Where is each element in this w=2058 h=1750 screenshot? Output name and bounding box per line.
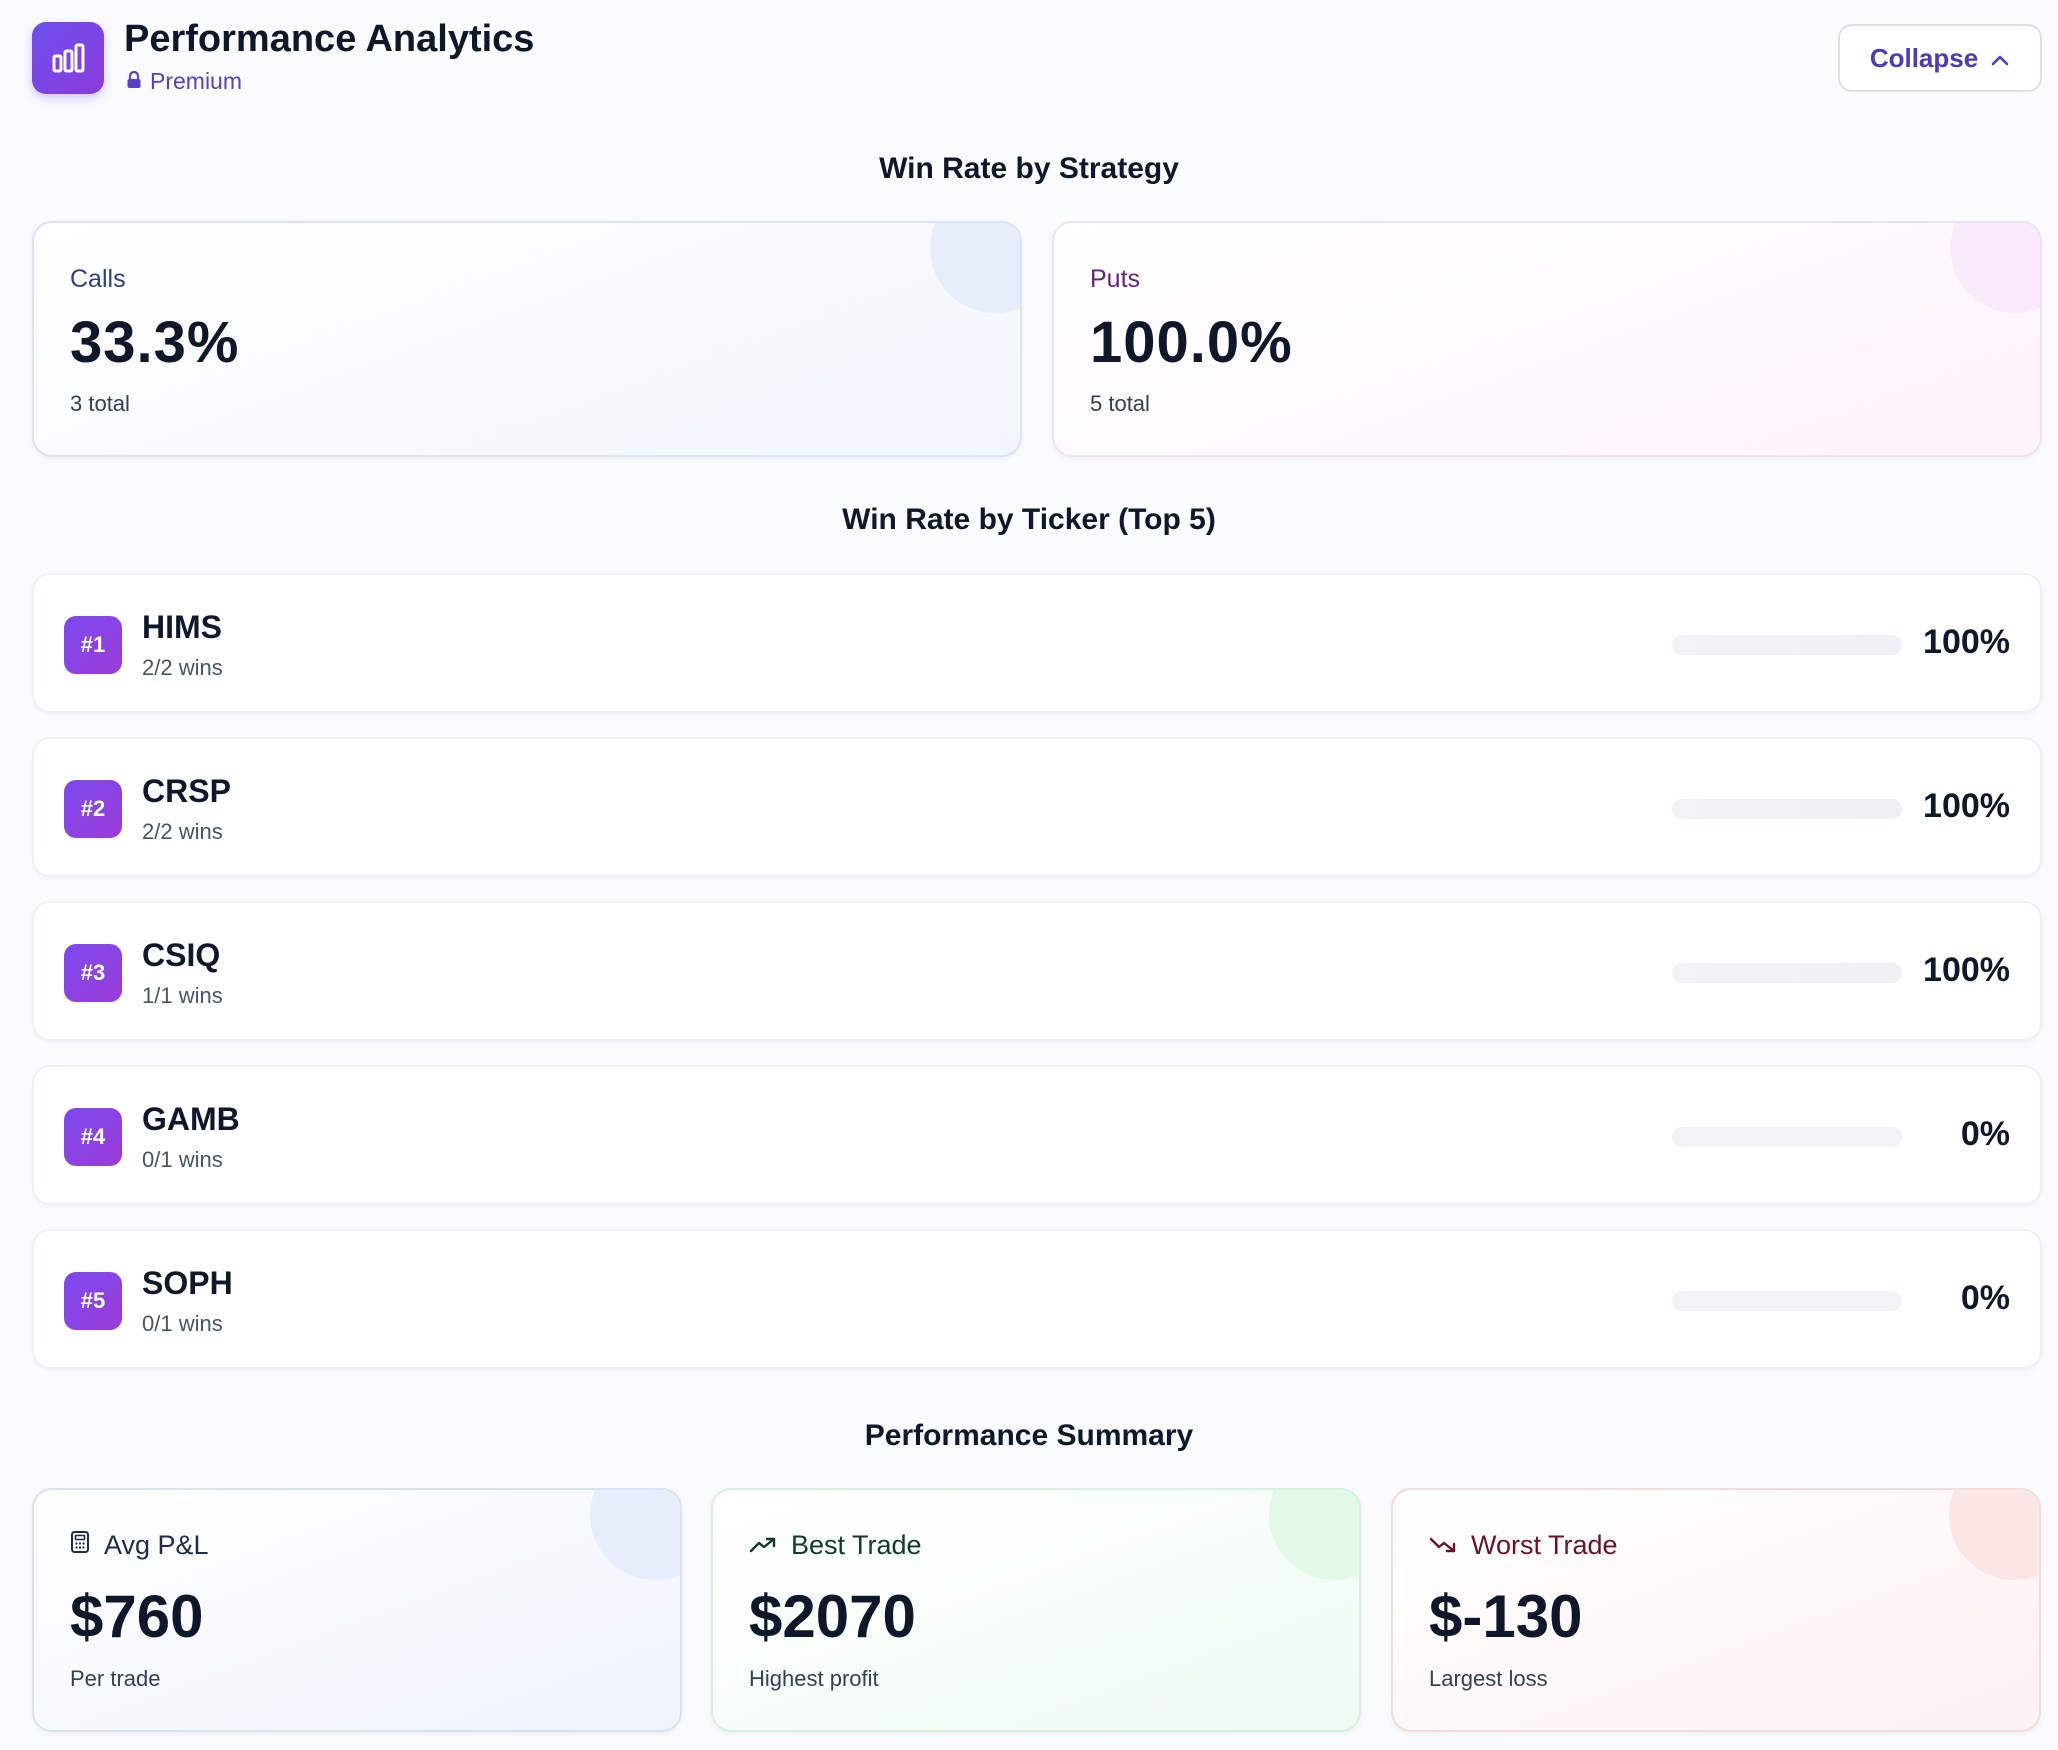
summary-card-avg-pnl: Avg P&L $760 Per trade — [32, 1488, 682, 1732]
ticker-symbol: CSIQ — [142, 937, 221, 973]
summary-value: $-130 — [1429, 1583, 1583, 1650]
ticker-wins: 2/2 wins — [142, 819, 223, 844]
summary-value: $760 — [70, 1583, 204, 1650]
ticker-symbol: SOPH — [142, 1265, 233, 1301]
ticker-wins: 0/1 wins — [142, 1147, 223, 1172]
summary-sub: Largest loss — [1429, 1666, 1548, 1691]
bar-chart-icon — [32, 22, 104, 94]
ticker-row: #4 GAMB 0/1 wins 0% — [32, 1065, 2042, 1205]
win-rate-bar — [1672, 963, 1902, 983]
ticker-win-rate: 100% — [1923, 787, 2010, 825]
premium-label: Premium — [150, 68, 243, 94]
trending-down-icon — [1429, 1530, 1457, 1561]
collapse-button[interactable]: Collapse — [1838, 24, 2042, 92]
ticker-wins: 2/2 wins — [142, 655, 223, 680]
ticker-row: #2 CRSP 2/2 wins 100% — [32, 737, 2042, 877]
ticker-win-rate: 100% — [1923, 951, 2010, 989]
win-rate-bar — [1672, 1127, 1902, 1147]
strategy-win-rate: 33.3% — [70, 310, 240, 375]
lock-icon — [126, 68, 142, 95]
summary-label: Best Trade — [749, 1530, 922, 1561]
ticker-wins: 1/1 wins — [142, 983, 223, 1008]
summary-label: Avg P&L — [70, 1530, 209, 1561]
rank-badge: #3 — [64, 944, 122, 1002]
win-rate-bar — [1672, 1291, 1902, 1311]
win-rate-bar — [1672, 635, 1902, 655]
strategy-card-puts: Puts 100.0% 5 total — [1052, 221, 2042, 457]
decorative-blob — [1949, 1490, 2039, 1580]
rank-badge: #2 — [64, 780, 122, 838]
summary-section-title: Performance Summary — [864, 1419, 1194, 1452]
decorative-blob — [930, 223, 1020, 313]
trending-up-icon — [749, 1530, 777, 1561]
calculator-icon — [70, 1530, 90, 1561]
ticker-win-rate: 100% — [1923, 623, 2010, 661]
collapse-label: Collapse — [1869, 42, 1979, 73]
strategy-section-title: Win Rate by Strategy — [879, 152, 1179, 185]
decorative-blob — [1950, 223, 2040, 313]
ticker-wins: 0/1 wins — [142, 1311, 223, 1336]
summary-value: $2070 — [749, 1583, 916, 1650]
strategy-label: Calls — [70, 265, 126, 293]
chevron-up-icon — [1990, 43, 2010, 74]
strategy-total: 3 total — [70, 391, 130, 416]
win-rate-bar-fill — [1672, 635, 1902, 655]
page-title: Performance Analytics — [124, 18, 535, 60]
strategy-card-calls: Calls 33.3% 3 total — [32, 221, 1022, 457]
ticker-win-rate: 0% — [1960, 1115, 2010, 1153]
summary-sub: Per trade — [70, 1666, 161, 1691]
summary-label: Worst Trade — [1429, 1530, 1618, 1561]
strategy-label: Puts — [1090, 265, 1141, 293]
premium-badge: Premium — [126, 68, 242, 95]
strategy-win-rate: 100.0% — [1090, 310, 1293, 375]
ticker-win-rate: 0% — [1960, 1279, 2010, 1317]
win-rate-bar — [1672, 799, 1902, 819]
summary-label-text: Avg P&L — [104, 1530, 209, 1560]
strategy-total: 5 total — [1090, 391, 1150, 416]
rank-badge: #5 — [64, 1272, 122, 1330]
ticker-section-title: Win Rate by Ticker (Top 5) — [842, 503, 1216, 536]
summary-label-text: Best Trade — [791, 1530, 922, 1560]
summary-card-best-trade: Best Trade $2070 Highest profit — [711, 1488, 1361, 1732]
ticker-row: #1 HIMS 2/2 wins 100% — [32, 573, 2042, 713]
ticker-row: #3 CSIQ 1/1 wins 100% — [32, 901, 2042, 1041]
summary-card-worst-trade: Worst Trade $-130 Largest loss — [1391, 1488, 2041, 1732]
decorative-blob — [1269, 1490, 1359, 1580]
ticker-symbol: CRSP — [142, 773, 231, 809]
win-rate-bar-fill — [1672, 963, 1902, 983]
rank-badge: #1 — [64, 616, 122, 674]
rank-badge: #4 — [64, 1108, 122, 1166]
win-rate-bar-fill — [1672, 799, 1902, 819]
ticker-symbol: GAMB — [142, 1101, 240, 1137]
ticker-row: #5 SOPH 0/1 wins 0% — [32, 1229, 2042, 1369]
summary-label-text: Worst Trade — [1471, 1530, 1618, 1560]
ticker-symbol: HIMS — [142, 609, 222, 645]
panel-header: Performance Analytics Premium Collapse — [32, 18, 2042, 100]
decorative-blob — [590, 1490, 680, 1580]
summary-sub: Highest profit — [749, 1666, 879, 1691]
